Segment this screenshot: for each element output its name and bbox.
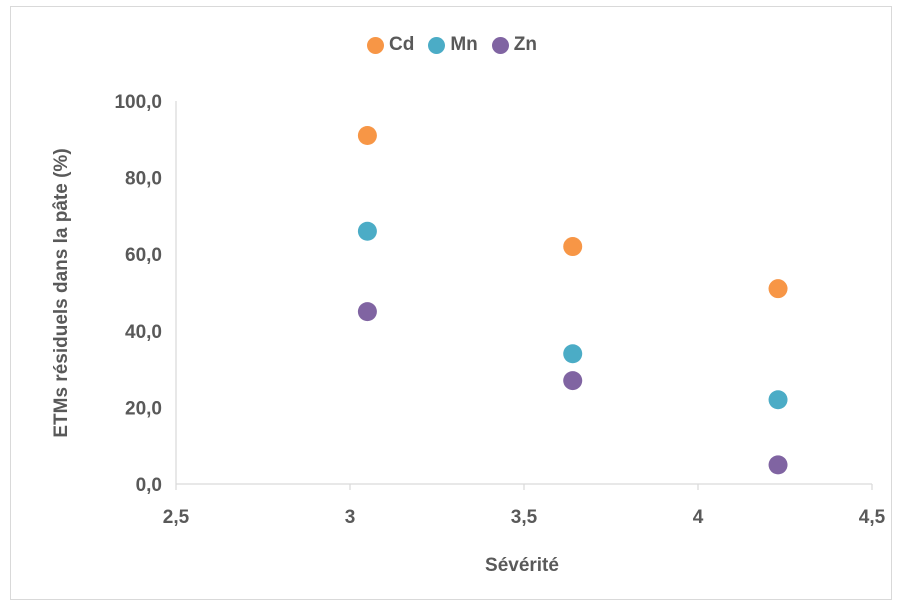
data-point-zn	[768, 455, 788, 475]
axes: 2,5 3 3,5 4 4,5 0,0 20,0 40,0 60,0 80,0 100,0	[114, 92, 885, 528]
y-tick-label: 40,0	[125, 322, 162, 343]
y-tick-label: 60,0	[125, 245, 162, 266]
legend-label-zn: Zn	[513, 34, 537, 55]
x-tick-label: 4,5	[859, 507, 886, 528]
chart-area	[10, 6, 892, 600]
legend-marker-zn	[491, 36, 509, 54]
x-tick-label: 2,5	[163, 507, 190, 528]
legend-marker-cd	[367, 36, 384, 54]
legend-item-zn: Zn	[491, 34, 537, 56]
y-tick-label: 100,0	[114, 92, 162, 113]
data-points	[357, 125, 788, 475]
data-point-zn	[563, 371, 583, 391]
data-point-cd	[357, 125, 377, 145]
y-axis-title: ETMs résiduels dans la pâte (%)	[51, 148, 72, 437]
x-axis-title: Sévérité	[485, 555, 559, 576]
legend: Cd Mn Zn	[0, 34, 904, 56]
y-tick-label: 0,0	[136, 475, 162, 496]
x-tick-label: 4	[693, 507, 704, 528]
y-tick-label: 20,0	[125, 398, 162, 419]
data-point-zn	[357, 302, 377, 322]
data-point-cd	[563, 237, 583, 257]
x-tick-label: 3,5	[511, 507, 538, 528]
legend-label-mn: Mn	[450, 34, 478, 55]
legend-marker-mn	[428, 36, 446, 54]
y-tick-label: 80,0	[125, 169, 162, 190]
legend-item-mn: Mn	[428, 34, 478, 56]
data-point-cd	[768, 279, 788, 299]
data-point-mn	[357, 221, 377, 241]
data-point-mn	[768, 390, 788, 410]
data-point-mn	[563, 344, 583, 364]
legend-label-cd: Cd	[389, 34, 415, 55]
x-tick-label: 3	[345, 507, 356, 528]
legend-item-cd: Cd	[367, 34, 414, 56]
